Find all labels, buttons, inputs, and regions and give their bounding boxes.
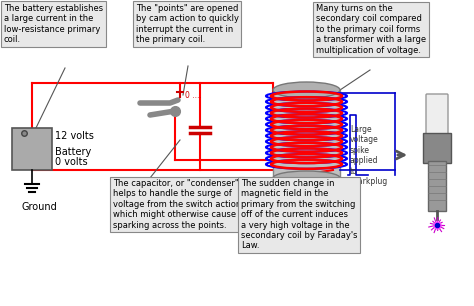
FancyBboxPatch shape: [273, 90, 340, 178]
Ellipse shape: [273, 82, 340, 98]
Text: 0 ....: 0 ....: [185, 91, 202, 99]
Text: Battery: Battery: [55, 147, 91, 157]
Text: 12 volts: 12 volts: [55, 131, 94, 141]
Text: Large
voltage
spike
applied
to
sparkplug: Large voltage spike applied to sparkplug: [350, 125, 388, 186]
Text: The "points" are opened
by cam action to quickly
interrupt the current in
the pr: The "points" are opened by cam action to…: [136, 4, 239, 44]
FancyBboxPatch shape: [426, 94, 448, 136]
FancyBboxPatch shape: [428, 161, 446, 211]
FancyBboxPatch shape: [12, 128, 52, 170]
FancyBboxPatch shape: [423, 133, 451, 163]
Text: Ground: Ground: [22, 202, 58, 212]
Text: The capacitor, or "condenser"
helps to handle the surge of
voltage from the swit: The capacitor, or "condenser" helps to h…: [113, 179, 241, 230]
Ellipse shape: [273, 171, 340, 185]
Text: Many turns on the
secondary coil compared
to the primary coil forms
a transforme: Many turns on the secondary coil compare…: [316, 4, 426, 54]
Text: The sudden change in
magnetic field in the
primary from the switching
off of the: The sudden change in magnetic field in t…: [241, 179, 357, 250]
Text: The battery establishes
a large current in the
low-resistance primary
coil.: The battery establishes a large current …: [4, 4, 103, 44]
Text: 0 volts: 0 volts: [55, 157, 88, 167]
